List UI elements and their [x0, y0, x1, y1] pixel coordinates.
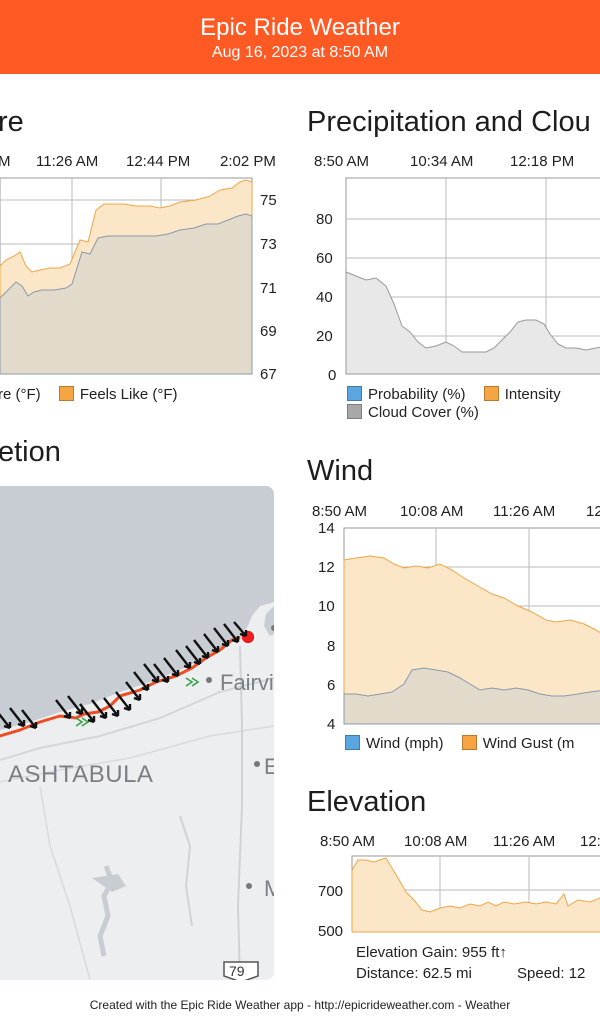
map-edge-label: E — [264, 754, 274, 779]
temperature-y-tick: 75 — [260, 192, 277, 209]
legend-swatch-orange — [58, 386, 74, 401]
wind-title: Wind — [307, 455, 374, 487]
wind-y-tick: 14 — [318, 520, 335, 537]
precipitation-y-tick: 80 — [316, 211, 333, 228]
map-canvas: ASHTABULA Fairvi E M 79 — [0, 486, 274, 980]
app-title: Epic Ride Weather — [200, 14, 400, 41]
temperature-y-tick: 73 — [260, 236, 277, 253]
ride-distance: Distance: 62.5 mi — [356, 965, 472, 982]
wind-chart: 8:50 AM 10:08 AM 11:26 AM 12 14 12 10 8 … — [312, 503, 600, 730]
cloud-cover-area — [345, 271, 600, 375]
road — [39, 785, 91, 980]
precipitation-time-label: 10:34 AM — [410, 153, 473, 170]
temperature-time-label: 12:44 PM — [126, 153, 190, 170]
road — [236, 645, 243, 980]
precipitation-legend: Probability (%) Intensity — [347, 386, 575, 403]
elevation-y-tick: 500 — [318, 923, 343, 940]
legend-temperature: re (°F) — [0, 386, 41, 403]
temperature-y-tick: 71 — [260, 280, 277, 297]
legend-feels-like: Feels Like (°F) — [58, 386, 178, 403]
precipitation-y-tick: 40 — [316, 289, 333, 306]
map-edge-label: M — [264, 876, 274, 901]
precipitation-time-label: 12:18 PM — [510, 153, 574, 170]
map-poi-dot — [271, 625, 274, 631]
legend-cloud-cover: Cloud Cover (%) — [347, 404, 479, 421]
elevation-chart: 8:50 AM 10:08 AM 11:26 AM 12: 700 500 — [318, 833, 600, 940]
legend-swatch-gray — [347, 404, 362, 419]
temperature-time-label: M — [0, 153, 11, 170]
footer-credit: Created with the Epic Ride Weather app -… — [0, 998, 600, 1012]
precipitation-chart: 8:50 AM 10:34 AM 12:18 PM 80 60 40 20 0 — [314, 153, 600, 380]
precipitation-y-tick: 20 — [316, 328, 333, 345]
wind-time-label: 12 — [586, 503, 600, 520]
map-town-label: Fairvi — [220, 670, 274, 695]
wind-plot-area — [343, 527, 600, 725]
elevation-time-label: 11:26 AM — [493, 833, 555, 850]
wind-y-tick: 8 — [327, 638, 335, 655]
temperature-plot-area — [0, 177, 253, 375]
temperature-area — [0, 213, 253, 375]
legend-wind-gust: Wind Gust (m — [461, 735, 574, 752]
wind-y-tick: 6 — [327, 677, 335, 694]
footer-weather: Weather — [465, 998, 511, 1012]
precipitation-legend-row2: Cloud Cover (%) — [347, 404, 493, 421]
temperature-time-label: 11:26 AM — [36, 153, 98, 170]
map-poi-dot — [246, 883, 252, 889]
direction-title: etion — [0, 436, 61, 468]
temperature-y-tick: 67 — [260, 366, 277, 380]
app-header: Epic Ride Weather Aug 16, 2023 at 8:50 A… — [0, 0, 600, 74]
wind-arrows — [0, 621, 248, 730]
wind-time-label: 8:50 AM — [312, 503, 367, 520]
road — [0, 677, 274, 762]
wind-area — [343, 667, 600, 725]
temperature-title: re — [0, 106, 24, 138]
highway-number: 79 — [229, 963, 245, 979]
elevation-y-tick: 700 — [318, 883, 343, 900]
temperature-time-label: 2:02 PM — [220, 153, 276, 170]
elevation-gain: Elevation Gain: 955 ft↑ — [356, 944, 507, 961]
legend-probability: Probability (%) — [347, 386, 466, 403]
precipitation-time-label: 8:50 AM — [314, 153, 369, 170]
elevation-title: Elevation — [307, 786, 427, 818]
legend-wind: Wind (mph) — [345, 735, 444, 752]
temperature-chart: M 11:26 AM 12:44 PM 2:02 PM 75 73 71 69 … — [0, 153, 277, 380]
wind-time-label: 11:26 AM — [493, 503, 555, 520]
footer-text[interactable]: Created with the Epic Ride Weather app -… — [89, 998, 466, 1012]
elevation-plot-area — [351, 855, 600, 933]
precipitation-y-tick: 60 — [316, 250, 333, 267]
map-poi-dot — [206, 677, 212, 683]
road — [0, 725, 274, 783]
wind-legend: Wind (mph) Wind Gust (m — [345, 735, 588, 752]
lake-water — [0, 486, 274, 730]
river — [179, 815, 193, 927]
map-poi-dot — [254, 761, 260, 767]
elevation-time-label: 8:50 AM — [320, 833, 375, 850]
highway-shield-icon: 79 — [223, 961, 259, 980]
wind-y-tick: 12 — [318, 559, 335, 576]
precipitation-y-tick: 0 — [328, 367, 336, 380]
elevation-time-label: 12: — [580, 833, 600, 850]
legend-swatch-orange — [483, 386, 499, 401]
map-city-label: ASHTABULA — [8, 761, 153, 788]
legend-swatch-orange — [461, 735, 477, 750]
legend-swatch-blue — [345, 735, 360, 750]
route-direction-chevrons — [75, 677, 200, 727]
route-map[interactable]: ASHTABULA Fairvi E M 79 — [0, 486, 274, 980]
legend-intensity: Intensity — [483, 386, 561, 403]
elevation-time-label: 10:08 AM — [404, 833, 467, 850]
ride-speed: Speed: 12 — [517, 965, 586, 982]
precipitation-title: Precipitation and Clou — [307, 106, 591, 138]
elevation-area — [351, 857, 600, 933]
wind-y-tick: 10 — [318, 598, 335, 615]
ride-timestamp: Aug 16, 2023 at 8:50 AM — [211, 44, 389, 61]
temperature-y-tick: 69 — [260, 323, 277, 340]
precipitation-plot-area — [345, 177, 600, 375]
wind-y-tick: 4 — [327, 716, 335, 730]
temperature-legend: re (°F) Feels Like (°F) — [0, 386, 192, 403]
legend-swatch-blue — [347, 386, 362, 401]
wind-time-label: 10:08 AM — [400, 503, 463, 520]
